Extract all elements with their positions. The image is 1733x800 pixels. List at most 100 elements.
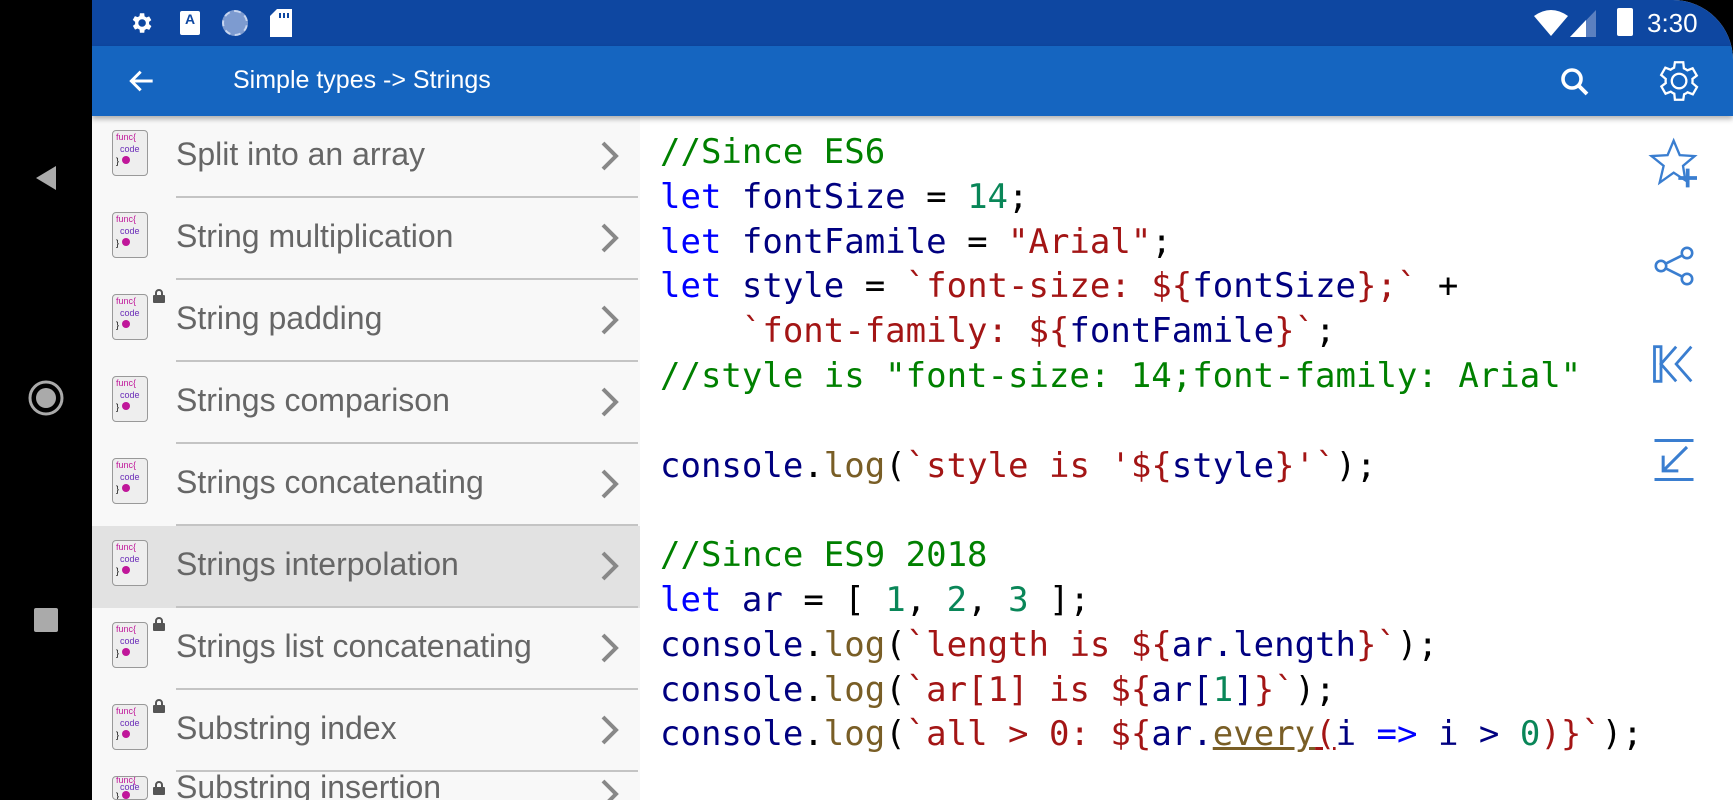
code-token: log (823, 669, 886, 710)
icon-text: func{ (116, 132, 137, 142)
code-token: ar (741, 579, 783, 620)
code-token: . (803, 445, 824, 486)
code-token: }'` (1274, 445, 1336, 486)
list-item[interactable]: func{code} Substring insertion (92, 769, 640, 800)
code-token: //Since ES9 2018 (660, 535, 988, 576)
code-line: console.log(`length is ${ar.length}`); (660, 623, 1733, 668)
code-token: fontSize (741, 176, 906, 217)
divider (176, 278, 638, 280)
code-token: style (1171, 445, 1275, 486)
battery-icon (1617, 8, 1633, 36)
chevron-right-icon (601, 387, 619, 417)
lock-icon (153, 781, 165, 795)
back-arrow-icon[interactable] (126, 65, 158, 97)
divider (176, 606, 638, 608)
share-icon[interactable] (1648, 240, 1700, 292)
search-icon[interactable] (1557, 64, 1593, 100)
topic-list[interactable]: func{code} Split into an array func{code… (92, 116, 640, 800)
code-token: ); (1396, 624, 1438, 665)
code-line: console.log(`all > 0: ${ar.every(i => i … (660, 712, 1733, 757)
code-token: "Arial" (1008, 221, 1152, 262)
func-code-icon: func{code} (112, 622, 148, 668)
list-item[interactable]: func{code} Split into an array (92, 116, 640, 198)
code-token: = (905, 176, 968, 217)
code-token: ( (885, 669, 906, 710)
divider (176, 770, 638, 772)
code-token: . (803, 624, 824, 665)
code-token: ); (1601, 714, 1643, 755)
code-token: ); (1294, 669, 1336, 710)
lock-icon (153, 289, 165, 303)
code-token: ar[ (1151, 669, 1213, 710)
sd-card-icon (270, 9, 292, 37)
code-token: `style is '${ (905, 445, 1172, 486)
nav-home-button[interactable] (26, 378, 66, 418)
code-token: ( (885, 624, 906, 665)
status-bar: A 3:30 (92, 0, 1733, 46)
icon-text: func{ (116, 706, 137, 716)
divider (176, 360, 638, 362)
list-item[interactable]: func{code} Strings list concatenating (92, 608, 640, 690)
code-line: //Since ES9 2018 (660, 533, 1733, 578)
text-a-icon: A (180, 11, 200, 35)
code-token: => (1376, 714, 1418, 755)
list-item[interactable]: func{code} Strings interpolation (92, 526, 640, 608)
code-token: console (660, 669, 804, 710)
list-item[interactable]: func{code} Strings concatenating (92, 444, 640, 526)
list-item[interactable]: func{code} Substring index (92, 690, 640, 772)
nav-back-button[interactable] (26, 158, 66, 198)
code-token: 14 (967, 176, 1009, 217)
divider (176, 442, 638, 444)
code-token: 1 (885, 579, 906, 620)
code-token: let (660, 176, 742, 217)
chevron-right-icon (601, 469, 619, 499)
code-line: //Since ES6 (660, 130, 1733, 175)
icon-text: code (120, 144, 140, 154)
nav-recents-button[interactable] (26, 600, 66, 640)
code-line: //style is "font-size: 14;font-family: A… (660, 354, 1733, 399)
add-favorite-icon[interactable] (1648, 136, 1704, 192)
page-title: Simple types -> Strings (233, 66, 491, 94)
code-token: ] (1233, 669, 1254, 710)
icon-text: func{ (116, 378, 137, 388)
code-token: ( (1315, 714, 1336, 755)
system-nav-bar (0, 0, 92, 800)
code-token: //style is "font-size: 14;font-family: A… (660, 355, 1582, 396)
icon-text: } (116, 729, 147, 741)
first-page-icon[interactable] (1648, 338, 1700, 390)
settings-icon (132, 13, 152, 33)
code-token: };` (1356, 266, 1418, 307)
code-token: log (823, 714, 886, 755)
code-token: 0 (1519, 714, 1541, 755)
chevron-right-icon (601, 779, 619, 800)
icon-text: } (116, 237, 147, 249)
list-item-label: Substring insertion (176, 769, 442, 800)
list-item[interactable]: func{code} String multiplication (92, 198, 640, 280)
func-code-icon: func{code} (112, 130, 148, 176)
code-line: console.log(`style is '${style}'`); (660, 444, 1733, 489)
func-code-icon: func{code} (112, 212, 148, 258)
icon-text: } (116, 483, 147, 495)
code-token: console (660, 624, 804, 665)
list-item-label: Strings interpolation (176, 546, 459, 582)
code-token: ; (1008, 176, 1029, 217)
list-item[interactable]: func{code} String padding (92, 280, 640, 362)
code-line: let fontSize = 14; (660, 175, 1733, 220)
wifi-icon (1534, 10, 1568, 36)
divider (176, 196, 638, 198)
code-token: `ar[1] is ${ (905, 669, 1152, 710)
func-code-icon: func{code} (112, 704, 148, 750)
code-token: console (660, 445, 804, 486)
settings-gear-icon[interactable] (1652, 56, 1702, 106)
collapse-icon[interactable] (1648, 434, 1700, 486)
func-code-icon: func{code} (112, 376, 148, 422)
code-token: i > (1417, 714, 1520, 755)
code-token: style (741, 266, 845, 307)
list-item[interactable]: func{code} Strings comparison (92, 362, 640, 444)
code-token: log (823, 445, 886, 486)
code-token: fontSize (1192, 266, 1357, 307)
code-token: `font-size: ${ (905, 266, 1193, 307)
lock-icon (153, 617, 165, 631)
code-token: )}` (1540, 714, 1602, 755)
code-token: ; (1151, 221, 1172, 262)
